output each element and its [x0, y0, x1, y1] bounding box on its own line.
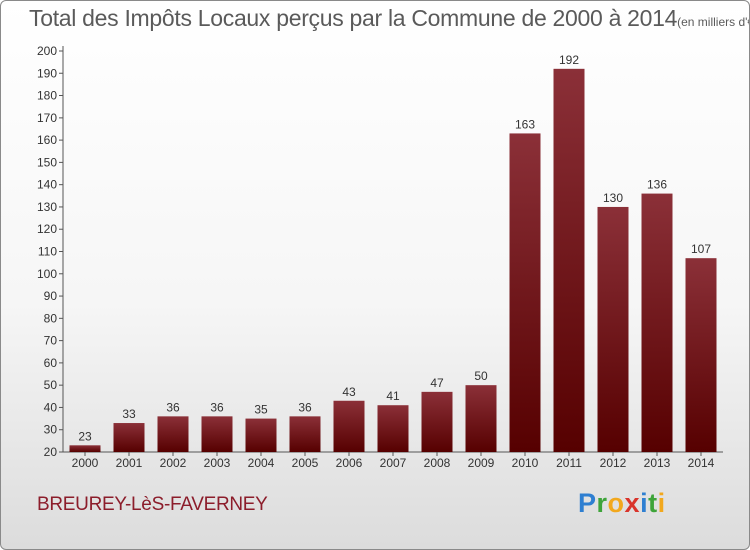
bar-value-label: 163	[515, 117, 535, 131]
logo-letter: i	[640, 488, 649, 518]
chart-title: Total des Impôts Locaux perçus par la Co…	[29, 5, 749, 32]
x-tick-label: 2014	[688, 456, 715, 470]
bar	[553, 68, 585, 453]
x-tick-label: 2005	[292, 456, 319, 470]
y-tick-label: 200	[37, 44, 57, 58]
y-tick-label: 140	[37, 178, 57, 192]
title-unit: (en milliers d'€)	[677, 15, 749, 29]
logo-letter: r	[596, 488, 608, 518]
bar-value-label: 41	[386, 389, 400, 403]
x-tick-label: 2011	[556, 456, 582, 470]
bar	[597, 206, 629, 452]
y-tick-label: 70	[44, 334, 58, 348]
bar-value-label: 36	[166, 400, 180, 414]
x-tick-label: 2003	[204, 456, 231, 470]
y-tick-label: 190	[37, 66, 57, 80]
logo-letter: x	[624, 488, 641, 518]
bar	[685, 258, 717, 452]
y-tick-label: 60	[44, 356, 58, 370]
bar-value-label: 36	[298, 400, 312, 414]
y-tick-label: 30	[44, 423, 58, 437]
bar	[377, 405, 409, 452]
axes: 20 30 40 50 60 70 80 90 100 110 120 130 140 150 160 170…	[37, 44, 723, 470]
y-tick-label: 90	[44, 289, 58, 303]
title-text: Total des Impôts Locaux perçus par la Co…	[29, 5, 678, 31]
y-tick-label: 40	[44, 400, 58, 414]
x-tick-label: 2001	[116, 456, 143, 470]
bar	[113, 423, 145, 452]
bar	[201, 416, 233, 452]
x-tick-label: 2006	[336, 456, 363, 470]
bar-value-label: 136	[647, 178, 667, 192]
logo-letter: P	[578, 488, 597, 518]
bar-value-label: 23	[78, 429, 92, 443]
bar	[421, 391, 453, 452]
proxiti-logo: Proxiti	[578, 488, 666, 519]
x-tick-label: 2004	[248, 456, 275, 470]
bar	[509, 133, 541, 452]
y-tick-label: 80	[44, 311, 58, 325]
bar	[465, 385, 497, 452]
y-tick-label: 20	[44, 445, 58, 459]
bar	[245, 418, 277, 452]
logo-letter: i	[657, 488, 666, 518]
bar-value-label: 107	[691, 242, 711, 256]
x-tick-label: 2008	[424, 456, 451, 470]
bar-value-label: 50	[474, 369, 488, 383]
y-tick-label: 120	[37, 222, 57, 236]
bar	[333, 400, 365, 452]
bar-value-label: 33	[122, 407, 136, 421]
y-tick-label: 110	[38, 245, 57, 259]
y-tick-label: 160	[37, 133, 57, 147]
bar-value-label: 35	[254, 403, 268, 417]
y-tick-label: 130	[37, 200, 57, 214]
bar-value-label: 130	[603, 191, 623, 205]
y-tick-label: 50	[44, 378, 58, 392]
commune-name: BREUREY-LèS-FAVERNEY	[37, 494, 268, 515]
bar-value-label: 43	[342, 385, 356, 399]
x-tick-label: 2009	[468, 456, 495, 470]
bars: 23 33 36 36 35 36 43 41 47 50 163 192 130 136 107	[69, 53, 717, 453]
bar-value-label: 192	[559, 53, 579, 67]
x-tick-label: 2000	[72, 456, 99, 470]
y-tick-label: 100	[37, 267, 57, 281]
x-tick-label: 2013	[644, 456, 671, 470]
bar-value-label: 36	[210, 400, 224, 414]
logo-letter: o	[607, 488, 625, 518]
y-tick-label: 180	[37, 89, 57, 103]
x-tick-label: 2007	[380, 456, 407, 470]
bar-value-label: 47	[430, 376, 444, 390]
bar	[289, 416, 321, 452]
bar	[641, 193, 673, 453]
x-tick-label: 2012	[600, 456, 627, 470]
x-tick-label: 2002	[160, 456, 187, 470]
x-tick-label: 2010	[512, 456, 539, 470]
bar	[69, 445, 101, 452]
bar	[157, 416, 189, 452]
logo-letter: t	[648, 488, 658, 518]
y-tick-label: 150	[37, 155, 57, 169]
y-tick-label: 170	[37, 111, 57, 125]
